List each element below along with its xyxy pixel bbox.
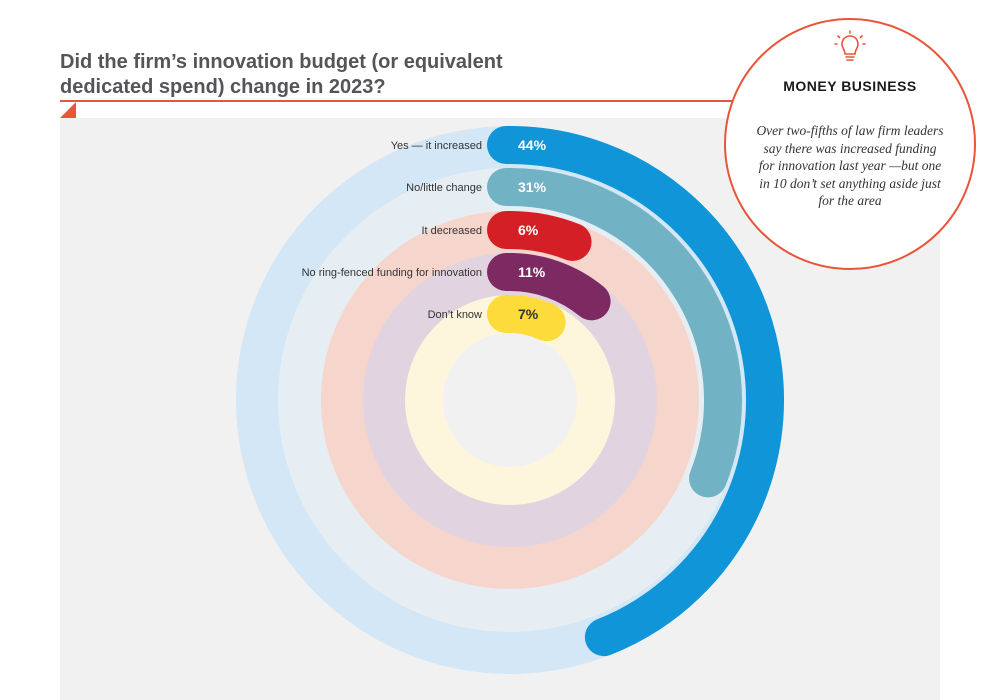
category-label-it-decreased: It decreased xyxy=(421,225,482,237)
value-label-yes-it-increased: 44% xyxy=(518,137,547,153)
chart-title: Did the firm’s innovation budget (or equ… xyxy=(60,51,503,98)
value-label-don-t-know: 7% xyxy=(518,306,539,322)
callout-text: Over two-fifths of law firm leaders say … xyxy=(756,123,944,208)
arc-no-little-change xyxy=(491,168,742,498)
category-label-no-little-change: No/little change xyxy=(406,182,482,194)
category-label-no-ring-fenced-funding-for-innovation: No ring-fenced funding for innovation xyxy=(302,267,482,279)
chart-labels: 44% Yes — it increased 31% No/little change… xyxy=(302,137,547,322)
callout-heading: MONEY BUSINESS xyxy=(783,78,917,94)
callout-circle: MONEY BUSINESS Over two-fifths of law fi… xyxy=(724,18,976,270)
arc-yes-it-increased xyxy=(491,126,784,657)
arc-start-fill-it-decreased xyxy=(506,211,514,249)
arc-start-fill-don-t-know xyxy=(506,295,514,333)
value-label-it-decreased: 6% xyxy=(518,222,539,238)
corner-accent xyxy=(60,102,76,118)
arc-start-fill-yes-it-increased xyxy=(506,126,514,164)
title-divider xyxy=(60,100,750,102)
lightbulb-icon xyxy=(834,30,866,61)
value-label-no-little-change: 31% xyxy=(518,179,547,195)
arc-start-fill-no-ring-fenced-funding-for-innovation xyxy=(506,253,514,291)
category-label-don-t-know: Don’t know xyxy=(428,309,482,321)
arc-start-fill-no-little-change xyxy=(506,168,514,206)
category-label-yes-it-increased: Yes — it increased xyxy=(391,140,482,152)
chart-arcs xyxy=(487,126,784,657)
value-label-no-ring-fenced-funding-for-innovation: 11% xyxy=(518,264,546,280)
chart-hub xyxy=(443,333,577,467)
